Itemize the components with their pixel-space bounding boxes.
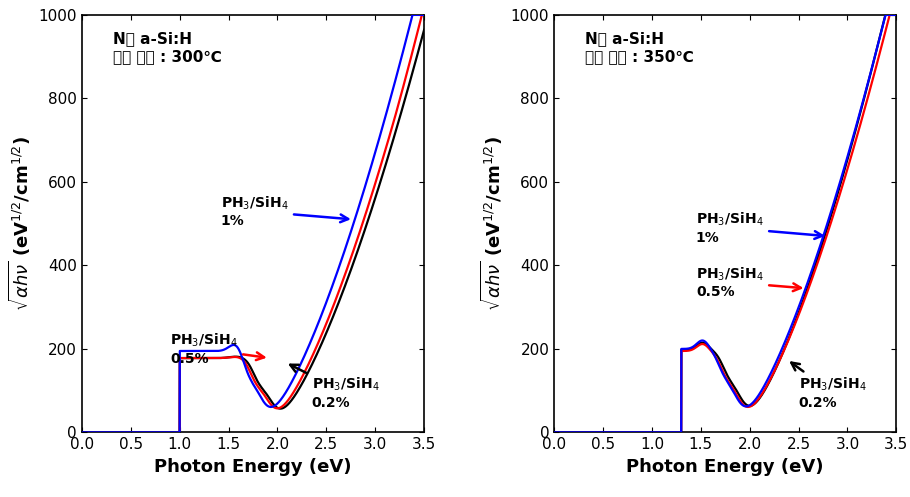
Text: PH$_3$/SiH$_4$
1%: PH$_3$/SiH$_4$ 1%	[221, 194, 349, 228]
Text: N형 a-Si:H
증착 온도 : 300℃: N형 a-Si:H 증착 온도 : 300℃	[113, 32, 221, 64]
Text: PH$_3$/SiH$_4$
0.2%: PH$_3$/SiH$_4$ 0.2%	[290, 365, 379, 410]
Text: PH$_3$/SiH$_4$
0.5%: PH$_3$/SiH$_4$ 0.5%	[170, 332, 264, 366]
Text: N형 a-Si:H
증착 온도 : 350℃: N형 a-Si:H 증착 온도 : 350℃	[585, 32, 693, 64]
Text: PH$_3$/SiH$_4$
1%: PH$_3$/SiH$_4$ 1%	[696, 211, 823, 245]
Y-axis label: $\sqrt{\alpha h\nu}$ (eV$^{1/2}$/cm$^{1/2}$): $\sqrt{\alpha h\nu}$ (eV$^{1/2}$/cm$^{1/…	[7, 136, 33, 311]
Text: PH$_3$/SiH$_4$
0.2%: PH$_3$/SiH$_4$ 0.2%	[792, 363, 866, 410]
X-axis label: Photon Energy (eV): Photon Energy (eV)	[626, 458, 824, 476]
X-axis label: Photon Energy (eV): Photon Energy (eV)	[155, 458, 352, 476]
Text: PH$_3$/SiH$_4$
0.5%: PH$_3$/SiH$_4$ 0.5%	[696, 265, 801, 299]
Y-axis label: $\sqrt{\alpha h\nu}$ (eV$^{1/2}$/cm$^{1/2}$): $\sqrt{\alpha h\nu}$ (eV$^{1/2}$/cm$^{1/…	[480, 136, 505, 311]
